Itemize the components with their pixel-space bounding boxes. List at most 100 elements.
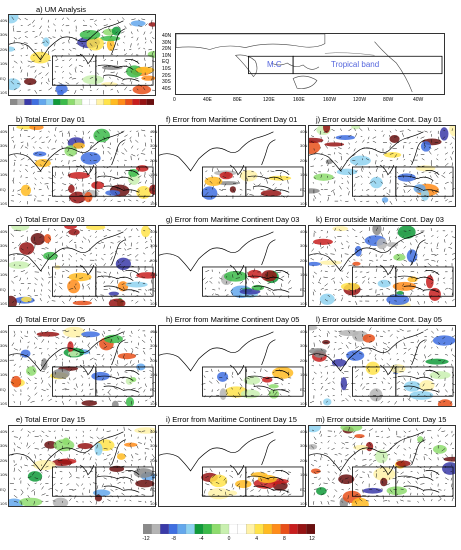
wind-vector [237, 180, 241, 184]
wind-vector [445, 354, 448, 356]
wind-vector [387, 454, 390, 456]
wind-vector [55, 354, 57, 358]
wind-vector [122, 486, 125, 490]
anomaly-blob [81, 400, 98, 406]
wind-vector [46, 185, 49, 190]
wind-vector [320, 269, 323, 272]
wind-vector [416, 154, 418, 157]
anomaly-blob [354, 434, 365, 439]
wind-vector [151, 19, 153, 24]
wind-vector [427, 263, 432, 267]
wind-vector [448, 171, 453, 174]
wind-vector [369, 453, 371, 455]
colorbar-swatch [143, 524, 152, 534]
lat-tick-label: 40N [150, 329, 158, 334]
wind-vector [137, 401, 140, 404]
wind-vector [320, 357, 322, 361]
wind-vector [318, 236, 321, 239]
wind-vector [375, 397, 378, 402]
wind-vector [332, 477, 335, 481]
wind-vector [403, 336, 405, 339]
wind-vector [117, 471, 119, 475]
wind-vector [424, 339, 427, 343]
wind-vector [443, 400, 446, 403]
lat-tick-label: 20N [150, 257, 158, 263]
wind-vector [209, 468, 213, 472]
wind-vector [260, 381, 263, 384]
wind-vector [382, 377, 386, 380]
wind-vector [148, 48, 153, 51]
wind-vector [403, 454, 405, 456]
wind-vector [431, 387, 433, 390]
wind-vector [48, 442, 50, 445]
wind-vector [431, 235, 434, 237]
wind-vector [115, 395, 118, 399]
wind-vector [267, 282, 271, 284]
wind-vector [68, 198, 71, 202]
wind-vector [348, 487, 351, 490]
wind-vector [265, 273, 268, 278]
wind-vector [267, 392, 271, 396]
wind-vector [20, 235, 24, 237]
wind-vector [320, 434, 322, 437]
wind-vector [89, 429, 92, 432]
wind-vector [334, 171, 337, 174]
wind-vector [69, 183, 73, 186]
wind-vector [124, 228, 128, 232]
anomaly-blob [44, 441, 57, 449]
wind-vector [109, 18, 111, 21]
wind-vector [117, 371, 120, 376]
wind-vector [26, 247, 28, 249]
wind-vector [12, 354, 15, 357]
wind-vector [27, 64, 30, 67]
world-lat-tick: 30N [162, 39, 172, 46]
wind-vector [320, 393, 322, 396]
wind-vector [128, 199, 132, 202]
wind-vector [382, 350, 385, 355]
wind-vector [235, 277, 240, 279]
wind-vector [362, 459, 367, 461]
wind-vector [103, 59, 106, 62]
wind-vector [417, 181, 420, 184]
wind-vector [225, 392, 228, 396]
wind-vector [239, 193, 242, 196]
wind-vector [203, 489, 206, 494]
wind-vector [124, 401, 127, 404]
wind-vector [410, 270, 415, 273]
wind-vector [54, 454, 56, 458]
coastline [360, 431, 424, 453]
wind-vector [72, 489, 77, 491]
anomaly-blob [432, 444, 447, 454]
wind-vector [82, 457, 85, 461]
map-svg [9, 226, 155, 306]
wind-vector [311, 248, 315, 252]
wind-vector [382, 442, 387, 446]
wind-vector [89, 159, 92, 162]
wind-vector [389, 489, 393, 493]
wind-vector [414, 357, 418, 361]
wind-vector [205, 281, 209, 284]
wind-vector [54, 289, 56, 293]
anomaly-blob [375, 449, 388, 464]
wind-vector [96, 199, 98, 202]
wind-vector [313, 492, 315, 496]
colorbar-swatch [271, 524, 281, 534]
wind-vector [13, 442, 16, 446]
wind-vector [428, 146, 432, 149]
wind-vector [69, 48, 72, 52]
wind-vector [332, 377, 335, 380]
wind-vector [103, 18, 106, 21]
wind-vector [144, 57, 146, 61]
wind-vector [347, 495, 349, 500]
wind-vector [92, 482, 97, 484]
wind-vector [47, 29, 49, 32]
wind-vector [73, 230, 77, 234]
wind-vector [52, 181, 56, 184]
wind-vector [23, 42, 28, 44]
wind-vector [355, 270, 358, 273]
wind-vector [151, 25, 153, 30]
wind-vector [40, 264, 42, 267]
wind-vector [127, 428, 132, 432]
wind-vector [38, 60, 42, 63]
wind-vector [55, 458, 60, 461]
